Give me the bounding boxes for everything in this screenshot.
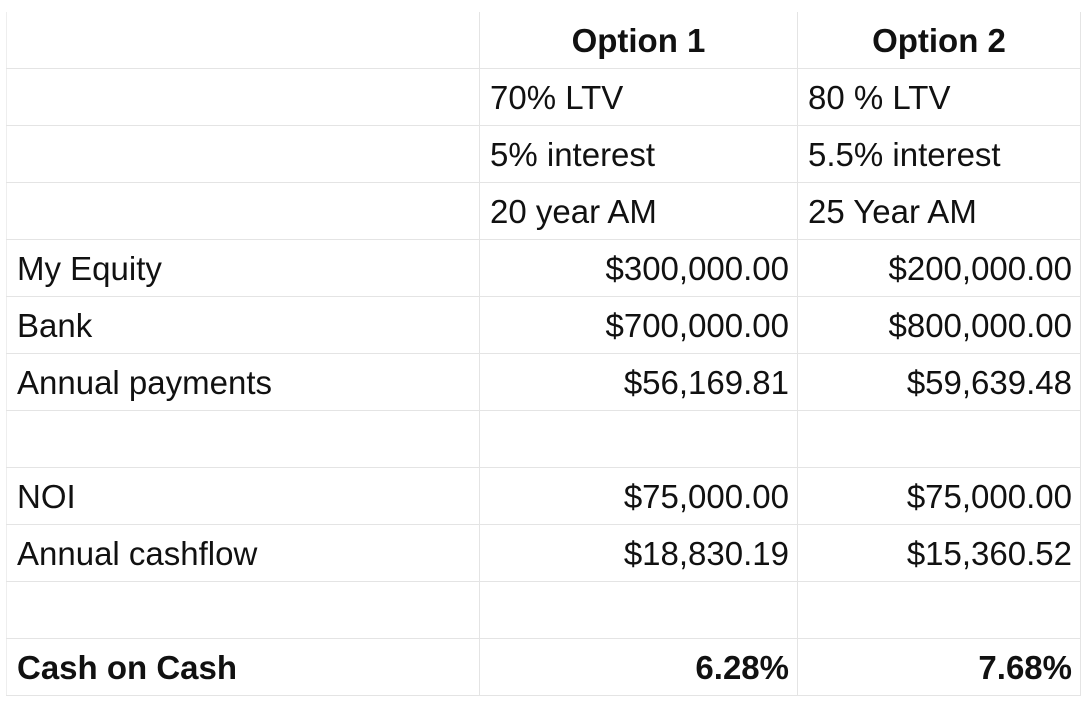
- column-header-option2[interactable]: Option 2: [797, 12, 1081, 69]
- cell-empty[interactable]: [797, 410, 1081, 468]
- cell-option1-amortization[interactable]: 20 year AM: [479, 182, 798, 240]
- table-row-header: Option 1 Option 2: [6, 12, 1081, 69]
- cell-option1-interest[interactable]: 5% interest: [479, 125, 798, 183]
- cell-empty[interactable]: [479, 410, 798, 468]
- row-label-cash-on-cash[interactable]: Cash on Cash: [6, 638, 480, 696]
- cell-empty[interactable]: [6, 125, 480, 183]
- cell-empty[interactable]: [6, 410, 480, 468]
- cell-option2-amortization[interactable]: 25 Year AM: [797, 182, 1081, 240]
- cell-option1-cashflow[interactable]: $18,830.19: [479, 524, 798, 582]
- cell-option2-equity[interactable]: $200,000.00: [797, 239, 1081, 297]
- row-label-bank[interactable]: Bank: [6, 296, 480, 354]
- cell-empty[interactable]: [479, 581, 798, 639]
- column-header-option1[interactable]: Option 1: [479, 12, 798, 69]
- row-label-cashflow[interactable]: Annual cashflow: [6, 524, 480, 582]
- cell-option1-payments[interactable]: $56,169.81: [479, 353, 798, 411]
- cell-option2-noi[interactable]: $75,000.00: [797, 467, 1081, 525]
- table-row-cashflow: Annual cashflow $18,830.19 $15,360.52: [6, 524, 1081, 582]
- cell-option2-interest[interactable]: 5.5% interest: [797, 125, 1081, 183]
- cell-option1-ltv[interactable]: 70% LTV: [479, 68, 798, 126]
- table-row-amortization: 20 year AM 25 Year AM: [6, 182, 1081, 240]
- table-row-ltv: 70% LTV 80 % LTV: [6, 68, 1081, 126]
- cell-empty[interactable]: [6, 68, 480, 126]
- row-label-noi[interactable]: NOI: [6, 467, 480, 525]
- cell-option1-noi[interactable]: $75,000.00: [479, 467, 798, 525]
- cell-option2-ltv[interactable]: 80 % LTV: [797, 68, 1081, 126]
- row-label-equity[interactable]: My Equity: [6, 239, 480, 297]
- table-row-payments: Annual payments $56,169.81 $59,639.48: [6, 353, 1081, 411]
- cell-empty[interactable]: [6, 12, 480, 69]
- table-row-blank: [6, 410, 1081, 468]
- cell-empty[interactable]: [6, 581, 480, 639]
- table-row-bank: Bank $700,000.00 $800,000.00: [6, 296, 1081, 354]
- table-row-blank: [6, 581, 1081, 639]
- table-row-noi: NOI $75,000.00 $75,000.00: [6, 467, 1081, 525]
- cell-option1-bank[interactable]: $700,000.00: [479, 296, 798, 354]
- cell-option2-payments[interactable]: $59,639.48: [797, 353, 1081, 411]
- cell-option2-bank[interactable]: $800,000.00: [797, 296, 1081, 354]
- cell-empty[interactable]: [797, 581, 1081, 639]
- cell-option1-equity[interactable]: $300,000.00: [479, 239, 798, 297]
- comparison-table: Option 1 Option 2 70% LTV 80 % LTV 5% in…: [6, 12, 1081, 696]
- cell-option2-cash-on-cash[interactable]: 7.68%: [797, 638, 1081, 696]
- cell-option2-cashflow[interactable]: $15,360.52: [797, 524, 1081, 582]
- row-label-payments[interactable]: Annual payments: [6, 353, 480, 411]
- cell-option1-cash-on-cash[interactable]: 6.28%: [479, 638, 798, 696]
- table-row-equity: My Equity $300,000.00 $200,000.00: [6, 239, 1081, 297]
- table-row-interest: 5% interest 5.5% interest: [6, 125, 1081, 183]
- cell-empty[interactable]: [6, 182, 480, 240]
- table-row-cash-on-cash: Cash on Cash 6.28% 7.68%: [6, 638, 1081, 696]
